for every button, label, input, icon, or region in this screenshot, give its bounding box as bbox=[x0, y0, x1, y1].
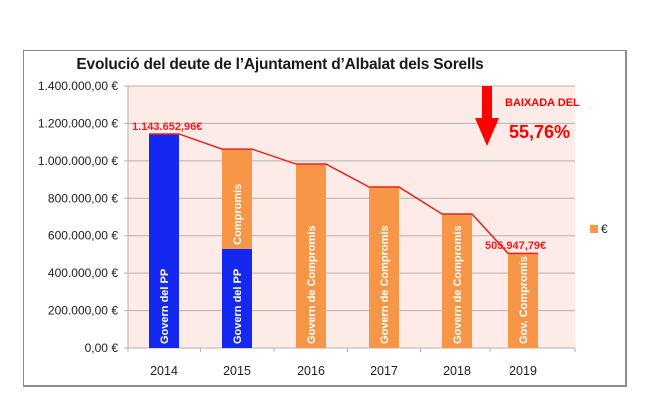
bar-segment-label: Govern de Compromís bbox=[306, 225, 318, 344]
legend-swatch bbox=[590, 225, 598, 233]
bar-segment bbox=[442, 214, 472, 348]
gridlines bbox=[124, 85, 575, 349]
data-labels: 1.143.652,96€ 505.947,79€ bbox=[132, 121, 546, 252]
bar-segment bbox=[369, 187, 399, 348]
down-arrow-icon-head bbox=[475, 118, 499, 146]
y-tick-label: 200.000,00 € bbox=[48, 304, 118, 318]
bar-segment-label: Govern de Compromís bbox=[452, 225, 464, 344]
bar-segment-label: Govern del PP bbox=[232, 269, 244, 344]
bar-segment-label: Govern del PP bbox=[159, 269, 171, 344]
down-arrow-icon bbox=[482, 86, 492, 120]
data-label-2019: 505.947,79€ bbox=[485, 240, 546, 252]
bar-segment bbox=[222, 248, 252, 348]
annotation: BAIXADA DEL 55,76% bbox=[475, 86, 580, 146]
bars: Govern del PP Govern del PP Compromís Gover… bbox=[149, 133, 538, 348]
legend: € bbox=[590, 222, 608, 236]
bar-segment-label: Govern de Compromís bbox=[379, 225, 391, 344]
x-tick-label: 2015 bbox=[223, 364, 251, 378]
x-tick-label: 2018 bbox=[443, 364, 471, 378]
x-tick-label: 2016 bbox=[297, 364, 325, 378]
bar-segment bbox=[508, 253, 538, 348]
annotation-line1: BAIXADA DEL bbox=[505, 97, 580, 109]
y-tick-label: 800.000,00 € bbox=[48, 191, 118, 205]
x-axis: 2014 2015 2016 2017 2018 2019 bbox=[127, 348, 576, 378]
bar-segment bbox=[296, 164, 326, 348]
y-tick-label: 1.400.000,00 € bbox=[38, 79, 118, 93]
chart-title: Evolució del deute de l’Ajuntament d’Alb… bbox=[76, 56, 484, 73]
y-tick-label: 1.200.000,00 € bbox=[38, 116, 118, 130]
trend-line bbox=[149, 133, 538, 255]
y-axis: 0,00 € 200.000,00 € 400.000,00 € 600.000,00… bbox=[38, 79, 118, 355]
x-tick-label: 2014 bbox=[150, 364, 178, 378]
bar-segment bbox=[222, 149, 252, 249]
bar-segment bbox=[149, 133, 179, 348]
annotation-line2: 55,76% bbox=[509, 122, 570, 142]
trend-line-path bbox=[149, 133, 538, 255]
x-tick-label: 2017 bbox=[370, 364, 398, 378]
y-tick-label: 600.000,00 € bbox=[48, 229, 118, 243]
bar-segment-label: Gov. Compromís bbox=[518, 256, 530, 344]
x-tick-label: 2019 bbox=[509, 364, 537, 378]
y-tick-label: 400.000,00 € bbox=[48, 266, 118, 280]
y-tick-label: 1.000.000,00 € bbox=[38, 154, 118, 168]
bar-segment-label: Compromís bbox=[232, 184, 244, 245]
y-tick-label: 0,00 € bbox=[85, 341, 119, 355]
legend-label: € bbox=[601, 222, 608, 236]
data-label-2014: 1.143.652,96€ bbox=[132, 121, 202, 133]
plot-area bbox=[128, 86, 575, 348]
